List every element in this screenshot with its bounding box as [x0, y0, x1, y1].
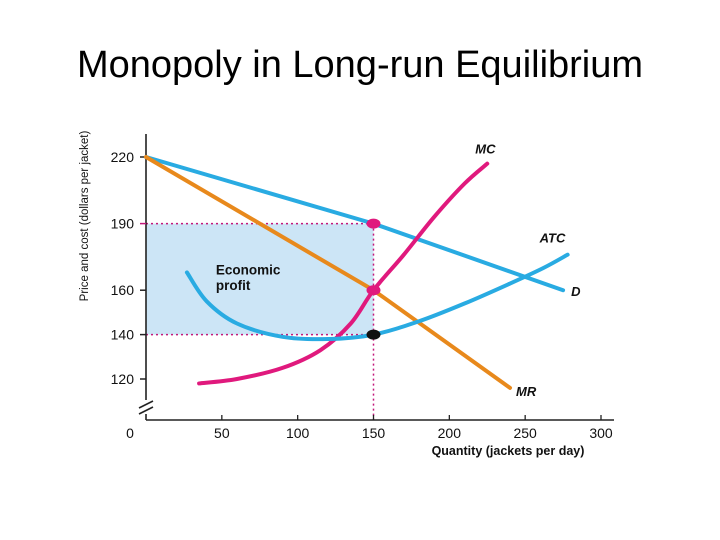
series-label-mc: MC — [475, 142, 496, 157]
x-tick-label: 100 — [286, 425, 310, 441]
x-tick-label: 150 — [362, 425, 386, 441]
series-label-d: D — [571, 284, 581, 299]
y-tick-label: 120 — [111, 371, 135, 387]
x-tick-label: 200 — [438, 425, 462, 441]
x-tick-label: 250 — [513, 425, 537, 441]
y-tick-label: 220 — [111, 149, 135, 165]
equilibrium-point — [366, 218, 381, 229]
slide-title: Monopoly in Long-run Equilibrium — [76, 44, 644, 86]
equilibrium-point — [366, 329, 381, 340]
x-axis-label: Quantity (jackets per day) — [432, 444, 585, 458]
curve-mc — [197, 161, 490, 386]
y-tick-label: 160 — [111, 282, 135, 298]
y-axis-label: Price and cost (dollars per jacket) — [79, 131, 91, 302]
economic-profit-region — [146, 223, 374, 335]
annotation-economic-profit: profit — [216, 278, 251, 293]
equilibrium-point — [366, 285, 381, 296]
x-tick-label: 0 — [126, 425, 134, 441]
x-tick-label: 300 — [589, 425, 613, 441]
y-tick-label: 140 — [111, 327, 135, 343]
series-label-atc: ATC — [539, 231, 566, 246]
y-tick-label: 190 — [111, 216, 135, 232]
series-label-mr: MR — [516, 384, 537, 399]
axis-break-mark — [138, 400, 154, 409]
axis-break-mark — [138, 406, 154, 415]
x-tick-label: 50 — [214, 425, 230, 441]
annotation-economic-profit: Economic — [216, 263, 281, 278]
